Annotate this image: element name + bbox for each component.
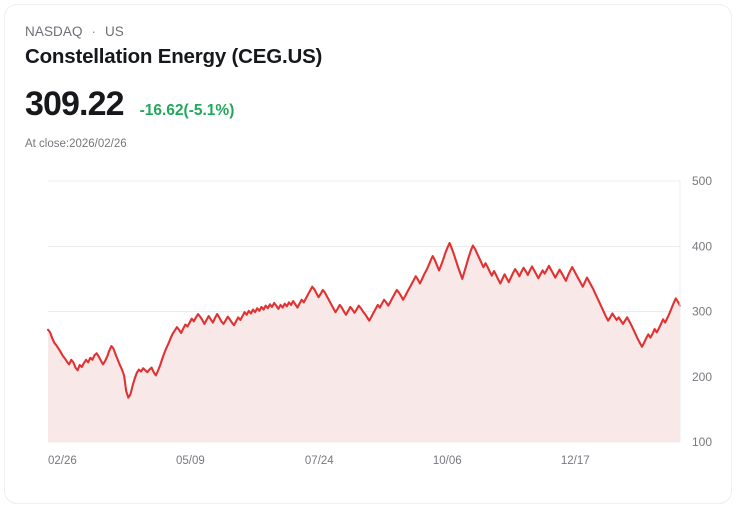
y-tick-label: 400 xyxy=(692,239,712,253)
stock-quote-card: NASDAQ · US Constellation Energy (CEG.US… xyxy=(4,4,732,504)
price-change: -16.62(-5.1%) xyxy=(139,102,235,119)
exchange-separator: · xyxy=(91,24,97,39)
market-region: US xyxy=(104,24,124,39)
price-chart-svg[interactable]: 500 400 300 200 100 02/26 05/09 07/24 10/06 12/1… xyxy=(5,165,732,485)
price-chart[interactable]: 500 400 300 200 100 02/26 05/09 07/24 10/06 12/1… xyxy=(5,165,732,485)
quote-header: NASDAQ · US Constellation Energy (CEG.US… xyxy=(25,23,685,152)
x-tick-label: 02/26 xyxy=(48,455,77,467)
exchange-name: NASDAQ xyxy=(25,24,83,39)
x-tick-label: 07/24 xyxy=(305,455,334,467)
x-tick-label: 10/06 xyxy=(433,455,462,467)
y-tick-label: 300 xyxy=(692,305,712,319)
exchange-line: NASDAQ · US xyxy=(25,23,685,41)
price-line xyxy=(46,241,682,399)
y-axis-labels: 500 400 300 200 100 xyxy=(692,174,712,449)
y-tick-label: 100 xyxy=(692,435,712,449)
page-title: Constellation Energy (CEG.US) xyxy=(25,45,323,68)
last-price: 309.22 xyxy=(25,85,124,123)
x-axis-labels: 02/26 05/09 07/24 10/06 12/17 xyxy=(48,455,590,467)
x-tick-label: 12/17 xyxy=(561,455,590,467)
y-tick-label: 500 xyxy=(692,174,712,188)
price-area-fill xyxy=(48,242,680,442)
x-tick-label: 05/09 xyxy=(176,455,205,467)
y-tick-label: 200 xyxy=(692,370,712,384)
price-row: 309.22 -16.62(-5.1%) xyxy=(25,85,685,123)
close-timestamp: At close:2026/02/26 xyxy=(25,138,127,150)
